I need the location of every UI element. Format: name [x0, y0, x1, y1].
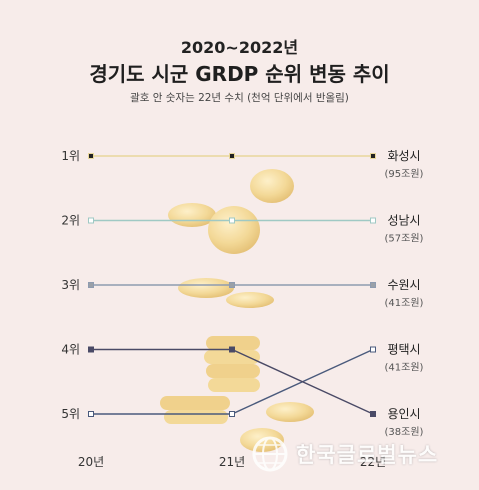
series-label-3: 수원시	[387, 278, 420, 292]
x-tick-label-3: 22년	[360, 455, 386, 469]
series-value-label-3: (41조원)	[385, 297, 424, 309]
series-1-point-1	[88, 153, 94, 159]
series-label-4: 평택시	[387, 343, 420, 357]
series-4-point-3	[370, 346, 376, 353]
series-5-point-2	[229, 346, 235, 353]
y-tick-label-4: 4위	[61, 343, 80, 357]
series-label-5: 용인시	[387, 407, 420, 421]
chart-years-title: 2020~2022년	[180, 38, 299, 57]
y-tick-label-1: 1위	[61, 149, 80, 163]
series-label-2: 성남시	[387, 214, 420, 228]
y-tick-label-5: 5위	[61, 407, 80, 421]
series-value-label-5: (38조원)	[385, 426, 424, 438]
series-5-point-1	[88, 346, 94, 353]
series-3-point-2	[229, 282, 235, 288]
watermark-text: 한국글로벌뉴스	[296, 443, 439, 467]
series-value-label-1: (95조원)	[385, 168, 424, 180]
series-3-point-1	[88, 282, 94, 288]
chart-main-title: 경기도 시군 GRDP 순위 변동 추이	[89, 62, 390, 86]
coin-illustration	[160, 169, 314, 452]
chart-subtitle-note: 괄호 안 숫자는 22년 수치 (천억 단위에서 반올림)	[130, 92, 349, 104]
series-3-point-3	[370, 282, 376, 288]
series-2-point-2	[229, 217, 235, 224]
series-2-point-3	[370, 217, 376, 224]
series-2-point-1	[88, 217, 94, 224]
series-value-label-2: (57조원)	[385, 233, 424, 245]
series-4-point-1	[88, 411, 94, 417]
x-tick-label-1: 20년	[78, 455, 104, 469]
series-1-point-2	[229, 153, 235, 159]
series-5-point-3	[370, 411, 376, 417]
series-label-1: 화성시	[387, 149, 420, 163]
y-tick-label-3: 3위	[61, 278, 80, 292]
series-value-label-4: (41조원)	[385, 362, 424, 374]
series-4-point-2	[229, 411, 235, 417]
y-tick-label-2: 2위	[61, 214, 80, 228]
x-tick-label-2: 21년	[219, 455, 245, 469]
watermark-logo-icon	[250, 434, 290, 474]
watermark: 한국글로벌뉴스	[250, 434, 438, 474]
series-1-point-3	[370, 153, 376, 159]
